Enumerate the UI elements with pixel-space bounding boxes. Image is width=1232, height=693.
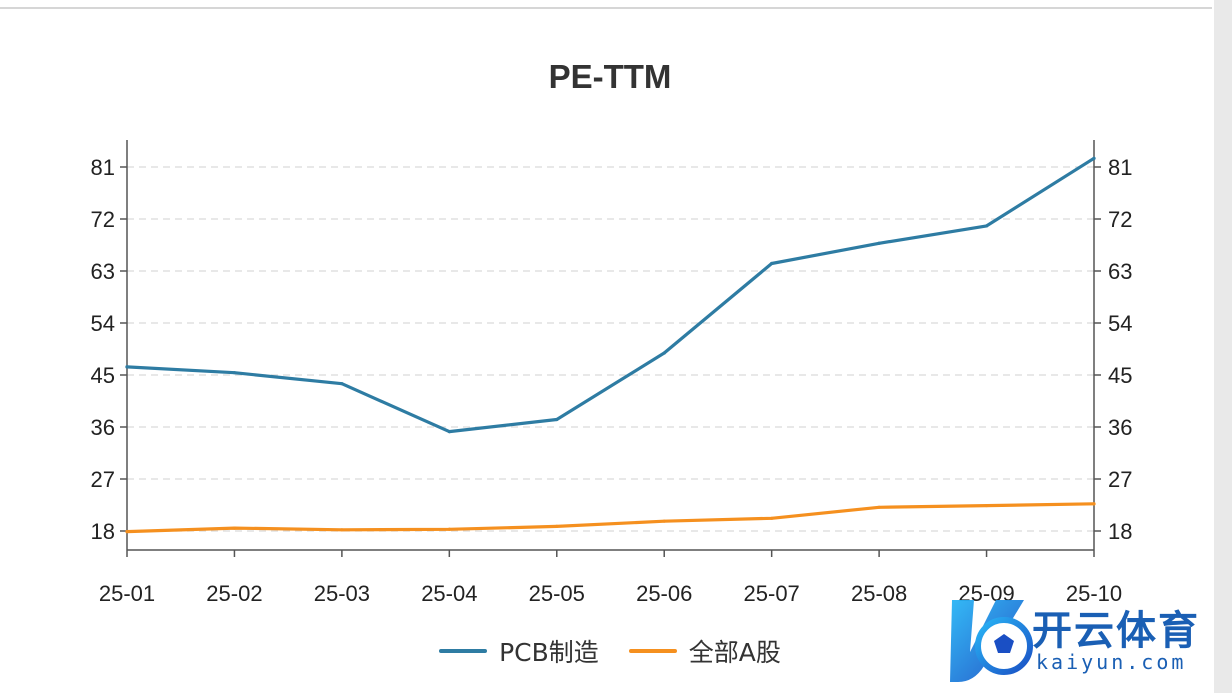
legend-label-pcb: PCB制造 (499, 638, 599, 667)
chart-title: PE-TTM (548, 58, 672, 95)
legend-swatch-all-a (628, 649, 677, 653)
data-point-0 (125, 365, 129, 369)
data-point-1 (125, 529, 129, 534)
scrollbar-track[interactable] (1214, 0, 1232, 693)
data-point-1 (877, 505, 881, 509)
right-tick-label: 54 (1108, 311, 1132, 336)
data-point-0 (447, 430, 451, 434)
x-tick-label: 25-03 (314, 581, 370, 606)
data-point-0 (877, 241, 881, 245)
left-y-axis: 18 27 36 45 54 63 72 81 (91, 155, 127, 544)
data-point-1 (555, 524, 559, 528)
right-tick-label: 45 (1108, 363, 1132, 388)
data-point-1 (662, 519, 666, 523)
left-tick-label: 72 (91, 207, 115, 232)
left-tick-label: 18 (91, 519, 115, 544)
x-tick-label: 25-06 (636, 581, 692, 606)
watermark-text-en: kaiyun.com (1036, 650, 1187, 674)
left-tick-label: 27 (91, 467, 115, 492)
legend-item-all-a[interactable]: 全部A股 (628, 633, 781, 669)
x-tick-label: 25-10 (1066, 581, 1122, 606)
watermark-logo: 开云体育 kaiyun.com (944, 592, 1224, 690)
data-point-1 (770, 516, 774, 520)
x-tick-label: 25-04 (421, 581, 477, 606)
right-y-axis: 18 27 36 45 54 63 72 81 (1094, 155, 1132, 544)
x-tick-label: 25-07 (744, 581, 800, 606)
data-point-1 (1092, 502, 1096, 506)
data-point-0 (662, 351, 666, 355)
data-point-1 (984, 503, 989, 508)
top-rule (0, 7, 1212, 9)
data-point-1 (340, 528, 344, 532)
data-point-1 (447, 527, 451, 531)
data-point-0 (232, 371, 237, 375)
watermark-text-cn: 开云体育 (1032, 608, 1200, 654)
grid-lines (127, 166, 1094, 532)
data-point-0 (340, 382, 344, 386)
data-point-1 (232, 526, 237, 530)
x-tick-label: 25-01 (99, 581, 155, 606)
data-point-0 (770, 261, 774, 266)
data-point-0 (984, 224, 989, 228)
legend-label-all-a: 全部A股 (688, 638, 781, 667)
soccer-ball-logo-icon (950, 600, 1033, 682)
x-axis: 25-01 25-02 25-03 25-04 25-05 25-06 25-07 25-08… (99, 550, 1122, 606)
right-tick-label: 72 (1108, 207, 1132, 232)
series-line-0 (125, 156, 1096, 434)
right-tick-label: 27 (1108, 467, 1132, 492)
x-tick-label: 25-08 (851, 581, 907, 606)
axes (126, 140, 1095, 551)
series-line-1 (125, 502, 1096, 534)
left-tick-label: 81 (91, 155, 115, 180)
x-tick-label: 25-02 (206, 581, 262, 606)
data-point-0 (555, 417, 559, 422)
x-tick-label: 25-05 (529, 581, 585, 606)
data-point-0 (1092, 156, 1096, 160)
series-lines (125, 156, 1096, 534)
left-tick-label: 54 (91, 311, 115, 336)
left-tick-label: 36 (91, 415, 115, 440)
legend-item-pcb[interactable]: PCB制造 (439, 633, 599, 669)
right-tick-label: 63 (1108, 259, 1132, 284)
legend: PCB制造 全部A股 (0, 633, 1220, 669)
legend-swatch-pcb (439, 649, 488, 653)
right-tick-label: 36 (1108, 415, 1132, 440)
left-tick-label: 63 (91, 259, 115, 284)
right-tick-label: 18 (1108, 519, 1132, 544)
left-tick-label: 45 (91, 363, 115, 388)
right-tick-label: 81 (1108, 155, 1132, 180)
